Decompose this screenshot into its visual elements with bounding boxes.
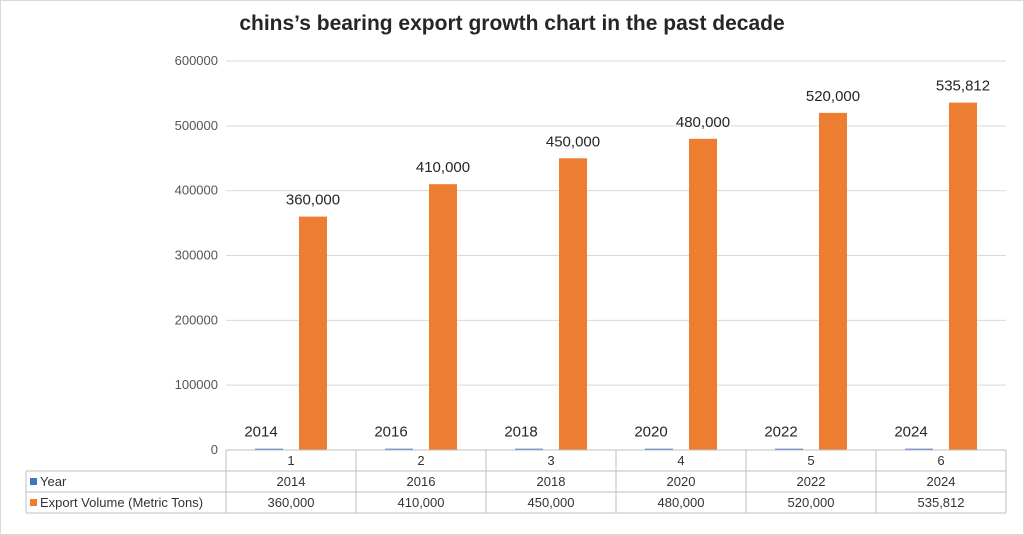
y-tick-label: 300000 xyxy=(175,248,218,263)
data-label: 2022 xyxy=(764,424,797,441)
legend-label: Export Volume (Metric Tons) xyxy=(40,495,203,510)
bar xyxy=(559,158,587,450)
table-cell: 480,000 xyxy=(658,495,705,510)
data-label: 360,000 xyxy=(286,192,340,209)
y-tick-label: 200000 xyxy=(175,312,218,327)
table-cell: 520,000 xyxy=(788,495,835,510)
bar xyxy=(385,448,413,450)
legend-swatch xyxy=(30,499,37,506)
category-label: 5 xyxy=(807,453,814,468)
data-label: 535,812 xyxy=(936,78,990,95)
chart-title: chins’s bearing export growth chart in t… xyxy=(239,12,785,35)
table-cell: 2024 xyxy=(927,474,956,489)
y-tick-label: 500000 xyxy=(175,118,218,133)
bar xyxy=(775,448,803,450)
data-label: 2016 xyxy=(374,424,407,441)
bar xyxy=(299,216,327,450)
y-tick-label: 400000 xyxy=(175,183,218,198)
bar xyxy=(949,102,977,450)
bar xyxy=(645,448,673,450)
table-cell: 2016 xyxy=(407,474,436,489)
bar xyxy=(515,448,543,450)
table-cell: 2018 xyxy=(537,474,566,489)
bar xyxy=(429,184,457,450)
legend-label: Year xyxy=(40,474,67,489)
table-cell: 2014 xyxy=(277,474,306,489)
data-label: 2024 xyxy=(894,424,927,441)
y-tick-label: 100000 xyxy=(175,377,218,392)
table-cell: 2022 xyxy=(797,474,826,489)
category-label: 2 xyxy=(417,453,424,468)
data-label: 2018 xyxy=(504,424,537,441)
table-cell: 2020 xyxy=(667,474,696,489)
category-label: 3 xyxy=(547,453,554,468)
table-cell: 450,000 xyxy=(528,495,575,510)
table-cell: 535,812 xyxy=(918,495,965,510)
bar xyxy=(819,112,847,450)
table-cell: 360,000 xyxy=(268,495,315,510)
data-label: 520,000 xyxy=(806,88,860,105)
data-label: 2020 xyxy=(634,424,667,441)
category-label: 1 xyxy=(287,453,294,468)
data-label: 2014 xyxy=(244,424,277,441)
category-label: 6 xyxy=(937,453,944,468)
table-cell: 410,000 xyxy=(398,495,445,510)
legend-swatch xyxy=(30,478,37,485)
y-tick-label: 600000 xyxy=(175,53,218,68)
bar xyxy=(905,448,933,450)
data-label: 480,000 xyxy=(676,114,730,131)
bar xyxy=(689,138,717,451)
data-label: 410,000 xyxy=(416,159,470,176)
data-label: 450,000 xyxy=(546,133,600,150)
y-tick-label: 0 xyxy=(211,442,218,457)
category-label: 4 xyxy=(677,453,684,468)
bar xyxy=(255,448,283,450)
